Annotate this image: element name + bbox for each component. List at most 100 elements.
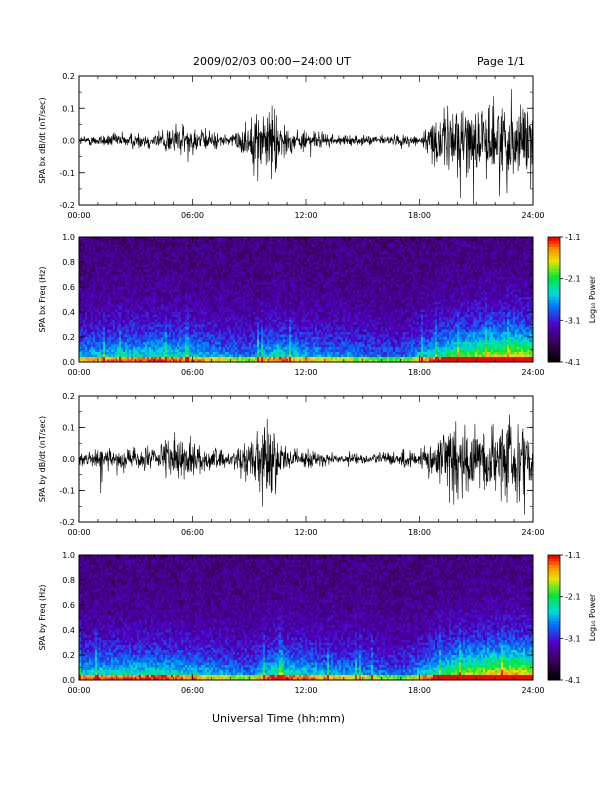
spectrogram-cell bbox=[239, 287, 241, 290]
spectrogram-cell bbox=[195, 304, 197, 307]
spectrogram-cell bbox=[113, 304, 115, 307]
spectrogram-cell bbox=[189, 237, 191, 240]
spectrogram-cell bbox=[223, 344, 225, 347]
spectrogram-cell bbox=[259, 344, 261, 347]
spectrogram-cell bbox=[149, 344, 151, 347]
spectrogram-cell bbox=[89, 262, 91, 265]
spectrogram-cell bbox=[185, 359, 187, 362]
spectrogram-cell bbox=[237, 339, 239, 342]
spectrogram-cell bbox=[157, 317, 159, 320]
spectrogram-cell bbox=[117, 249, 119, 252]
spectrogram-cell bbox=[207, 304, 209, 307]
spectrogram-cell bbox=[91, 339, 93, 342]
spectrogram-cell bbox=[129, 292, 131, 295]
spectrogram-cell bbox=[99, 359, 101, 362]
spectrogram-cell bbox=[197, 249, 199, 252]
spectrogram-cell bbox=[101, 249, 103, 252]
spectrogram-cell bbox=[131, 319, 133, 322]
spectrogram-cell bbox=[121, 359, 123, 362]
spectrogram-cell bbox=[137, 347, 139, 350]
spectrogram-cell bbox=[143, 237, 145, 240]
spectrogram-cell bbox=[199, 274, 201, 277]
spectrogram-cell bbox=[85, 242, 87, 245]
spectrogram-cell bbox=[147, 304, 149, 307]
spectrogram-cell bbox=[273, 302, 275, 305]
spectrogram-cell bbox=[263, 329, 265, 332]
spectrogram-cell bbox=[151, 342, 153, 345]
spectrogram-cell bbox=[147, 252, 149, 255]
spectrogram-cell bbox=[223, 314, 225, 317]
spectrogram-cell bbox=[133, 244, 135, 247]
spectrogram-cell bbox=[83, 269, 85, 272]
spectrogram-cell bbox=[171, 259, 173, 262]
spectrogram-cell bbox=[237, 342, 239, 345]
spectrogram-cell bbox=[225, 307, 227, 310]
spectrogram-cell bbox=[205, 284, 207, 287]
spectrogram-cell bbox=[135, 339, 137, 342]
spectrogram-cell bbox=[97, 324, 99, 327]
spectrogram-cell bbox=[173, 277, 175, 280]
spectrogram-cell bbox=[191, 244, 193, 247]
spectrogram-cell bbox=[247, 329, 249, 332]
spectrogram-cell bbox=[267, 304, 269, 307]
spectrogram-cell bbox=[131, 349, 133, 352]
spectrogram-cell bbox=[115, 272, 117, 275]
spectrogram-cell bbox=[269, 297, 271, 300]
spectrogram-cell bbox=[259, 272, 261, 275]
spectrogram-cell bbox=[83, 264, 85, 267]
spectrogram-cell bbox=[79, 297, 81, 300]
spectrogram-cell bbox=[191, 329, 193, 332]
spectrogram-cell bbox=[269, 334, 271, 337]
spectrogram-cell bbox=[125, 359, 127, 362]
spectrogram-cell bbox=[177, 282, 179, 285]
spectrogram-cell bbox=[129, 239, 131, 242]
spectrogram-cell bbox=[175, 337, 177, 340]
spectrogram-cell bbox=[165, 242, 167, 245]
spectrogram-cell bbox=[157, 277, 159, 280]
spectrogram-cell bbox=[143, 359, 145, 362]
spectrogram-cell bbox=[269, 357, 271, 360]
spectrogram-cell bbox=[155, 304, 157, 307]
spectrogram-cell bbox=[123, 352, 125, 355]
spectrogram-cell bbox=[215, 352, 217, 355]
spectrogram-cell bbox=[247, 287, 249, 290]
spectrogram-cell bbox=[103, 247, 105, 250]
spectrogram-cell bbox=[231, 322, 233, 325]
spectrogram-cell bbox=[153, 287, 155, 290]
spectrogram-cell bbox=[99, 347, 101, 350]
spectrogram-cell bbox=[243, 239, 245, 242]
spectrogram-cell bbox=[121, 267, 123, 270]
spectrogram-cell bbox=[171, 302, 173, 305]
spectrogram-cell bbox=[167, 294, 169, 297]
spectrogram-cell bbox=[173, 279, 175, 282]
spectrogram-cell bbox=[265, 237, 267, 240]
spectrogram-cell bbox=[203, 294, 205, 297]
spectrogram-cell bbox=[211, 262, 213, 265]
spectrogram-cell bbox=[157, 282, 159, 285]
spectrogram-cell bbox=[87, 354, 89, 357]
spectrogram-cell bbox=[161, 327, 163, 330]
spectrogram-cell bbox=[267, 327, 269, 330]
spectrogram-cell bbox=[143, 322, 145, 325]
spectrogram-cell bbox=[217, 354, 219, 357]
spectrogram-cell bbox=[201, 247, 203, 250]
spectrogram-cell bbox=[165, 277, 167, 280]
spectrogram-cell bbox=[245, 242, 247, 245]
spectrogram-cell bbox=[95, 267, 97, 270]
spectrogram-cell bbox=[235, 259, 237, 262]
spectrogram-cell bbox=[239, 314, 241, 317]
spectrogram-cell bbox=[177, 317, 179, 320]
spectrogram-cell bbox=[245, 304, 247, 307]
spectrogram-cell bbox=[125, 279, 127, 282]
spectrogram-cell bbox=[93, 269, 95, 272]
spectrogram-cell bbox=[85, 237, 87, 240]
spectrogram-cell bbox=[183, 299, 185, 302]
spectrogram-cell bbox=[261, 239, 263, 242]
spectrogram-cell bbox=[163, 319, 165, 322]
spectrogram-cell bbox=[259, 247, 261, 250]
spectrogram-cell bbox=[205, 277, 207, 280]
spectrogram-cell bbox=[171, 289, 173, 292]
spectrogram-cell bbox=[113, 359, 115, 362]
spectrogram-cell bbox=[79, 334, 81, 337]
spectrogram-cell bbox=[133, 334, 135, 337]
